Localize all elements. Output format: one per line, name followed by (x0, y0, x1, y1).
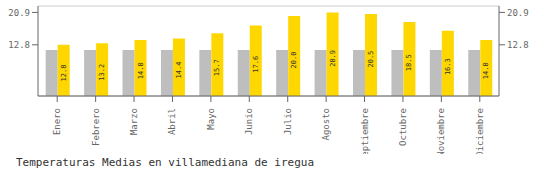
svg-text:Abril: Abril (167, 108, 177, 135)
svg-text:13.2: 13.2 (98, 64, 106, 81)
svg-text:14.4: 14.4 (175, 62, 183, 79)
svg-text:Septiembre: Septiembre (360, 108, 370, 154)
html-text:Temperaturas Medias en villame: Temperaturas Medias en villamediana de i… (16, 156, 314, 169)
svg-text:20.0: 20.0 (290, 52, 298, 69)
svg-text:Octubre: Octubre (398, 108, 408, 146)
svg-text:14.0: 14.0 (482, 62, 490, 79)
svg-text:20.9: 20.9 (507, 8, 529, 18)
svg-text:12.8: 12.8 (507, 40, 529, 50)
svg-text:Julio: Julio (283, 108, 293, 135)
svg-text:Agosto: Agosto (321, 108, 331, 141)
svg-text:Enero: Enero (52, 108, 62, 135)
svg-text:Marzo: Marzo (129, 108, 139, 135)
svg-text:Junio: Junio (244, 108, 254, 135)
svg-text:Diciembre: Diciembre (475, 108, 485, 154)
svg-text:12.8: 12.8 (60, 65, 68, 82)
svg-text:Noviembre: Noviembre (436, 108, 446, 154)
svg-text:17.6: 17.6 (252, 56, 260, 73)
svg-text:16.3: 16.3 (444, 58, 452, 75)
svg-text:12.8: 12.8 (8, 40, 30, 50)
svg-text:15.7: 15.7 (213, 59, 221, 76)
svg-text:14.0: 14.0 (137, 62, 145, 79)
svg-text:Mayo: Mayo (206, 108, 216, 130)
svg-text:20.9: 20.9 (8, 8, 30, 18)
svg-text:Febrero: Febrero (91, 108, 101, 146)
svg-text:20.5: 20.5 (367, 51, 375, 68)
svg-text:20.9: 20.9 (329, 50, 337, 67)
svg-text:18.5: 18.5 (405, 54, 413, 71)
